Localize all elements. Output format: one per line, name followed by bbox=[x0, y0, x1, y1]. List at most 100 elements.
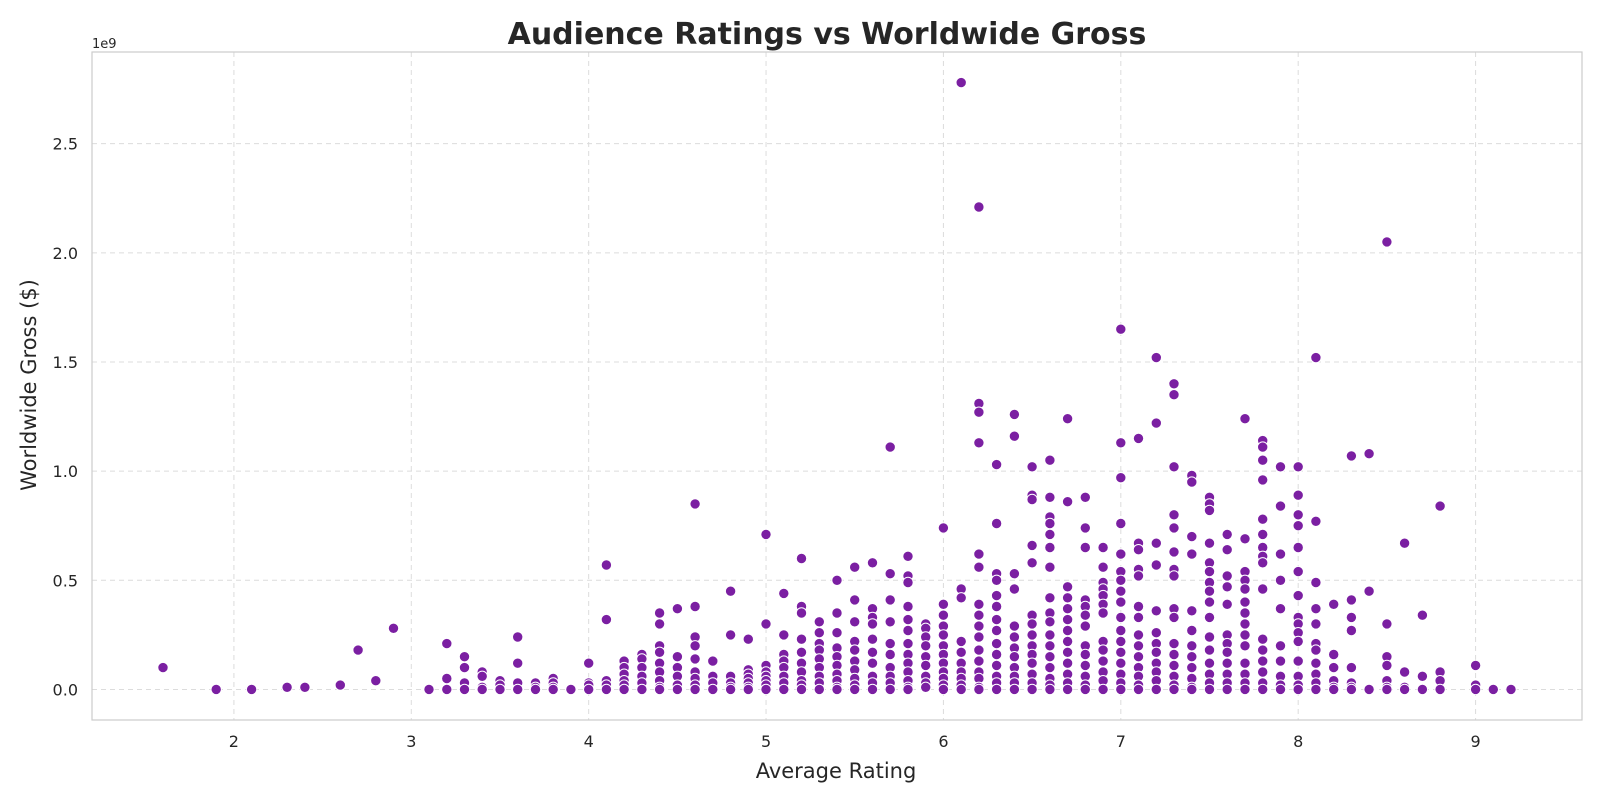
data-point bbox=[1381, 659, 1393, 672]
data-point bbox=[973, 655, 985, 667]
data-point bbox=[512, 657, 524, 669]
data-point bbox=[760, 528, 772, 541]
data-point bbox=[1310, 603, 1322, 615]
data-point bbox=[1150, 605, 1163, 617]
data-point bbox=[1345, 661, 1358, 674]
data-point bbox=[1150, 351, 1163, 364]
data-point bbox=[689, 600, 701, 613]
plot-frame bbox=[91, 51, 1583, 721]
data-point bbox=[1469, 659, 1482, 672]
chart-title: Audience Ratings vs Worldwide Gross bbox=[508, 17, 1147, 52]
data-point bbox=[1008, 430, 1021, 442]
data-point bbox=[1257, 557, 1269, 569]
data-point bbox=[955, 76, 967, 89]
data-point bbox=[1044, 592, 1056, 604]
data-point bbox=[1505, 683, 1517, 696]
data-point bbox=[1008, 683, 1021, 696]
data-point bbox=[476, 670, 488, 682]
data-point bbox=[512, 683, 524, 696]
data-point bbox=[1257, 633, 1269, 645]
data-point bbox=[689, 640, 701, 652]
data-point bbox=[902, 550, 914, 562]
data-point bbox=[1168, 611, 1180, 624]
data-point bbox=[370, 675, 382, 687]
data-point bbox=[1203, 596, 1216, 608]
x-tick-label: 9 bbox=[1470, 732, 1480, 751]
data-point bbox=[1008, 631, 1021, 643]
data-point bbox=[1186, 651, 1198, 663]
data-point bbox=[512, 631, 524, 643]
data-point bbox=[1310, 515, 1322, 527]
y-axis-ticks: 0.0 0.5 1.0 1.5 2.0 2.5 bbox=[53, 135, 78, 700]
data-point bbox=[441, 672, 453, 685]
data-point bbox=[990, 683, 1003, 696]
y-tick-label: 2.5 bbox=[53, 135, 78, 154]
data-point bbox=[1203, 504, 1216, 517]
data-point bbox=[902, 576, 914, 589]
data-point bbox=[1150, 537, 1163, 549]
data-point bbox=[1115, 683, 1127, 696]
data-point bbox=[1079, 609, 1092, 621]
data-point bbox=[1398, 666, 1411, 678]
data-point bbox=[973, 598, 985, 610]
x-axis-ticks: 2 3 4 5 6 7 8 9 bbox=[229, 732, 1481, 751]
data-point bbox=[1186, 548, 1198, 560]
data-point bbox=[1168, 683, 1180, 696]
data-point bbox=[1239, 607, 1251, 619]
data-point bbox=[1097, 655, 1109, 667]
data-point bbox=[813, 683, 825, 696]
data-point bbox=[1115, 596, 1127, 608]
data-point bbox=[1186, 624, 1198, 637]
data-point bbox=[157, 661, 169, 674]
data-point bbox=[1008, 568, 1021, 580]
data-point bbox=[1239, 629, 1251, 641]
data-point bbox=[334, 679, 346, 691]
data-point bbox=[990, 600, 1003, 613]
data-point bbox=[1381, 683, 1393, 696]
data-point bbox=[1026, 618, 1038, 630]
data-point bbox=[1115, 611, 1127, 624]
data-point bbox=[1115, 624, 1127, 637]
data-point bbox=[1363, 683, 1375, 696]
data-point bbox=[849, 561, 861, 573]
data-point bbox=[1363, 585, 1375, 597]
data-point bbox=[529, 683, 542, 696]
data-point bbox=[973, 620, 985, 632]
data-point bbox=[1345, 450, 1358, 462]
x-tick-label: 8 bbox=[1293, 732, 1303, 751]
data-point bbox=[299, 681, 311, 693]
data-point bbox=[1292, 461, 1304, 473]
data-point bbox=[1328, 683, 1340, 696]
data-point bbox=[742, 683, 754, 696]
data-point bbox=[1274, 603, 1287, 615]
data-point bbox=[618, 683, 630, 696]
data-point bbox=[884, 683, 896, 696]
data-point bbox=[849, 616, 861, 628]
data-point bbox=[955, 592, 967, 604]
x-tick-label: 3 bbox=[406, 732, 416, 751]
y-tick-label: 2.0 bbox=[53, 244, 78, 263]
data-point bbox=[653, 646, 666, 658]
x-tick-label: 6 bbox=[938, 732, 948, 751]
data-point bbox=[795, 552, 808, 565]
data-point bbox=[1026, 539, 1038, 552]
data-point bbox=[1150, 417, 1163, 429]
data-point bbox=[1292, 683, 1304, 696]
data-point bbox=[955, 683, 967, 696]
data-point bbox=[973, 644, 985, 656]
data-point bbox=[1257, 474, 1269, 486]
data-point bbox=[1061, 683, 1074, 696]
data-point bbox=[1239, 533, 1251, 545]
data-point bbox=[600, 613, 613, 626]
data-point bbox=[1221, 570, 1233, 582]
data-point bbox=[1292, 489, 1304, 501]
data-point bbox=[1292, 589, 1304, 602]
data-point bbox=[1434, 500, 1446, 512]
data-point bbox=[1186, 640, 1198, 652]
data-point bbox=[955, 646, 967, 658]
data-point bbox=[795, 633, 808, 645]
y-tick-label: 0.0 bbox=[53, 680, 78, 699]
data-point bbox=[973, 683, 985, 696]
data-point bbox=[866, 646, 879, 658]
data-point bbox=[1097, 607, 1109, 619]
